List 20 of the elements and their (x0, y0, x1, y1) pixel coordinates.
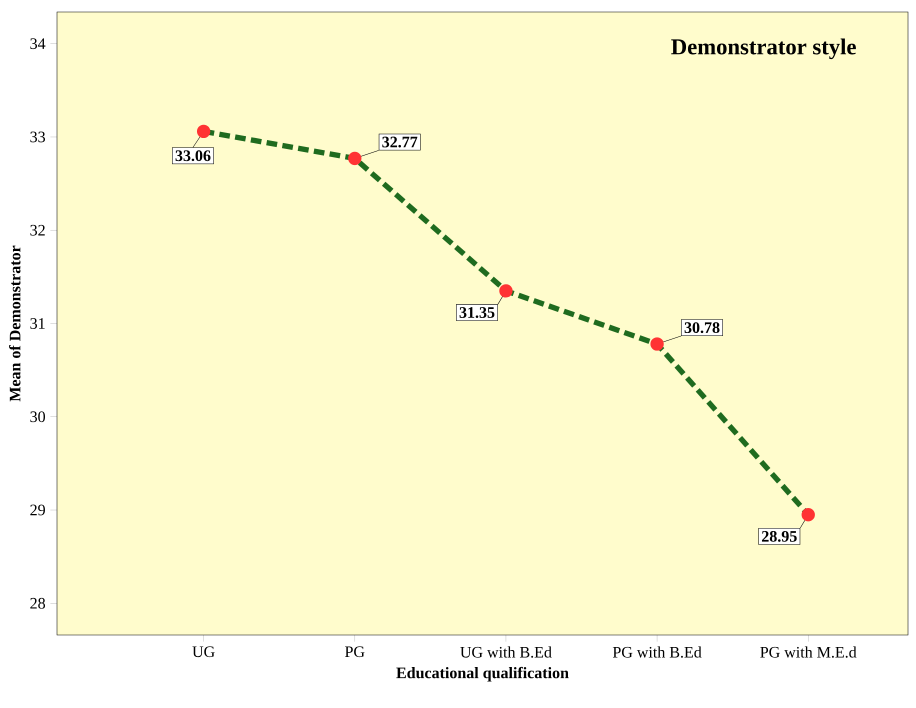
y-axis-title: Mean of Demonstrator (9, 246, 20, 402)
y-tick-label: 33 (30, 132, 46, 142)
data-label: 28.95 (762, 530, 797, 542)
y-tick-label: 29 (30, 504, 45, 516)
x-tick-label: PG with B.Ed (612, 646, 702, 658)
data-label: 31.35 (460, 307, 494, 318)
data-label: 30.78 (684, 322, 720, 334)
y-tick-label: 32 (30, 224, 45, 236)
y-tick-label: 34 (30, 38, 46, 50)
y-tick-label: 28 (30, 598, 46, 609)
x-tick-label: PG with M.E.d (760, 646, 856, 658)
x-axis-title: Educational qualification (396, 666, 569, 682)
x-tick-label: PG (345, 646, 365, 658)
x-tick-label: UG with B.Ed (460, 646, 552, 658)
y-tick-label: 31 (30, 318, 45, 329)
y-tick-label: 30 (30, 411, 46, 422)
text: Demonstrator style (671, 38, 856, 60)
x-tick-label: UG (192, 646, 215, 658)
data-label: 33.06 (176, 150, 210, 162)
data-label: 32.77 (382, 136, 418, 148)
